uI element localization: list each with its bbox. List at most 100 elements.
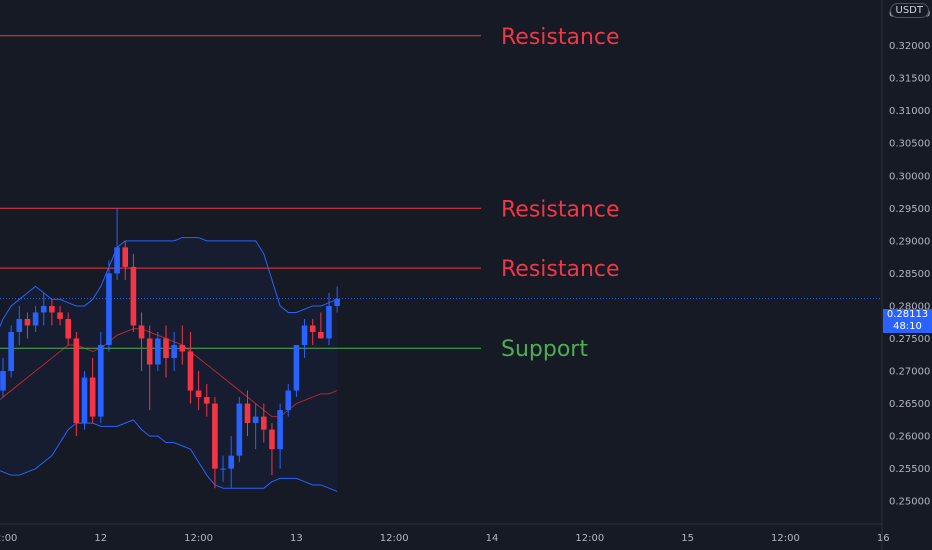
price-tick-label: 0.25500 (889, 464, 930, 475)
price-tick-label: 0.30500 (889, 139, 930, 150)
price-tick-label: 0.27000 (889, 367, 930, 378)
bar-countdown: 48:10 (893, 321, 922, 332)
candle (318, 312, 324, 339)
time-tick-label: 12:00 (771, 533, 800, 544)
candle (40, 292, 47, 326)
candle-body (49, 305, 55, 313)
time-tick-label: 16 (877, 533, 890, 544)
candle-body (309, 325, 316, 332)
candle-body (195, 390, 202, 398)
candle-body (301, 325, 308, 345)
candle (326, 292, 332, 345)
candle (8, 325, 14, 378)
candle-body (187, 351, 194, 391)
candle (285, 384, 292, 417)
candle (122, 240, 129, 280)
candle-body (40, 305, 47, 313)
candle (171, 331, 177, 372)
candle-body (171, 344, 177, 359)
candle-body (163, 338, 169, 359)
candle (228, 436, 234, 489)
candle-body (146, 338, 153, 365)
candle-body (220, 468, 226, 470)
candle-body (16, 318, 23, 332)
axes (0, 0, 883, 550)
time-tick-label: 12:00 (0, 533, 17, 544)
candle-body (73, 338, 80, 424)
price-tick-label: 0.31500 (889, 74, 930, 85)
resistance-label-1: Resistance (501, 197, 620, 222)
candle-body (57, 312, 63, 319)
price-tick-label: 0.29500 (889, 204, 930, 215)
candle-body (285, 390, 292, 411)
candle (73, 331, 80, 437)
candle-body (98, 344, 104, 417)
candle-body (326, 305, 332, 339)
support-resistance-lines: Resistance Resistance Resistance Support (0, 25, 882, 362)
price-tick-label: 0.29000 (889, 236, 930, 247)
candle-body (236, 403, 243, 456)
candle-body (89, 377, 96, 417)
candle (179, 325, 186, 365)
candle-body (138, 325, 145, 339)
candle (163, 325, 169, 378)
candle-body (106, 273, 112, 345)
candle-body (203, 397, 210, 404)
candle-body (8, 331, 14, 372)
time-tick-label: 15 (681, 533, 694, 544)
last-price-tag: 0.28113 48:10 (883, 309, 932, 333)
candle-body (114, 247, 120, 274)
candle-body (269, 429, 275, 450)
candle (81, 371, 88, 430)
candle-body (252, 416, 259, 424)
candle (0, 358, 6, 398)
candle (261, 403, 267, 443)
price-tick-label: 0.32000 (889, 41, 930, 52)
currency-selector[interactable]: USDT (889, 3, 929, 18)
candle (277, 403, 283, 469)
candle (203, 384, 210, 417)
time-axis[interactable]: 12:00 12 12:00 13 12:00 14 12:00 15 12:00 16 (0, 533, 890, 544)
candle (155, 331, 161, 372)
candle (16, 305, 23, 345)
support-label-3: Support (501, 337, 588, 362)
candle-body (81, 377, 88, 424)
candle-body (334, 298, 340, 306)
candle (309, 318, 316, 345)
candle (98, 331, 104, 424)
price-tick-label: 0.27500 (889, 334, 930, 345)
candle (32, 305, 39, 332)
candle (138, 312, 145, 372)
price-tick-label: 0.26000 (889, 432, 930, 443)
candle (24, 312, 31, 339)
price-tick-label: 0.31000 (889, 106, 930, 117)
candle-body (277, 410, 283, 450)
resistance-label-2: Resistance (501, 257, 620, 282)
price-tick-label: 0.28500 (889, 269, 930, 280)
candle (146, 325, 153, 411)
candle (106, 260, 112, 352)
candle (187, 331, 194, 404)
resistance-label-0: Resistance (501, 25, 620, 50)
time-tick-label: 12:00 (575, 533, 604, 544)
candle-body (179, 344, 186, 352)
candle (301, 318, 308, 359)
candle-body (122, 247, 129, 267)
candle-body (65, 318, 71, 339)
price-tick-label: 0.30000 (889, 171, 930, 182)
time-tick-label: 12:00 (380, 533, 409, 544)
candle-body (212, 403, 218, 469)
candle (114, 208, 120, 280)
candle-body (261, 416, 267, 430)
candle (334, 286, 340, 313)
candle-body (0, 371, 6, 391)
candle (49, 299, 55, 326)
candle-body (318, 331, 324, 339)
candle (195, 371, 202, 411)
time-tick-label: 12:00 (184, 533, 213, 544)
candle (269, 423, 275, 476)
candle (293, 344, 300, 398)
candle-body (155, 338, 161, 365)
